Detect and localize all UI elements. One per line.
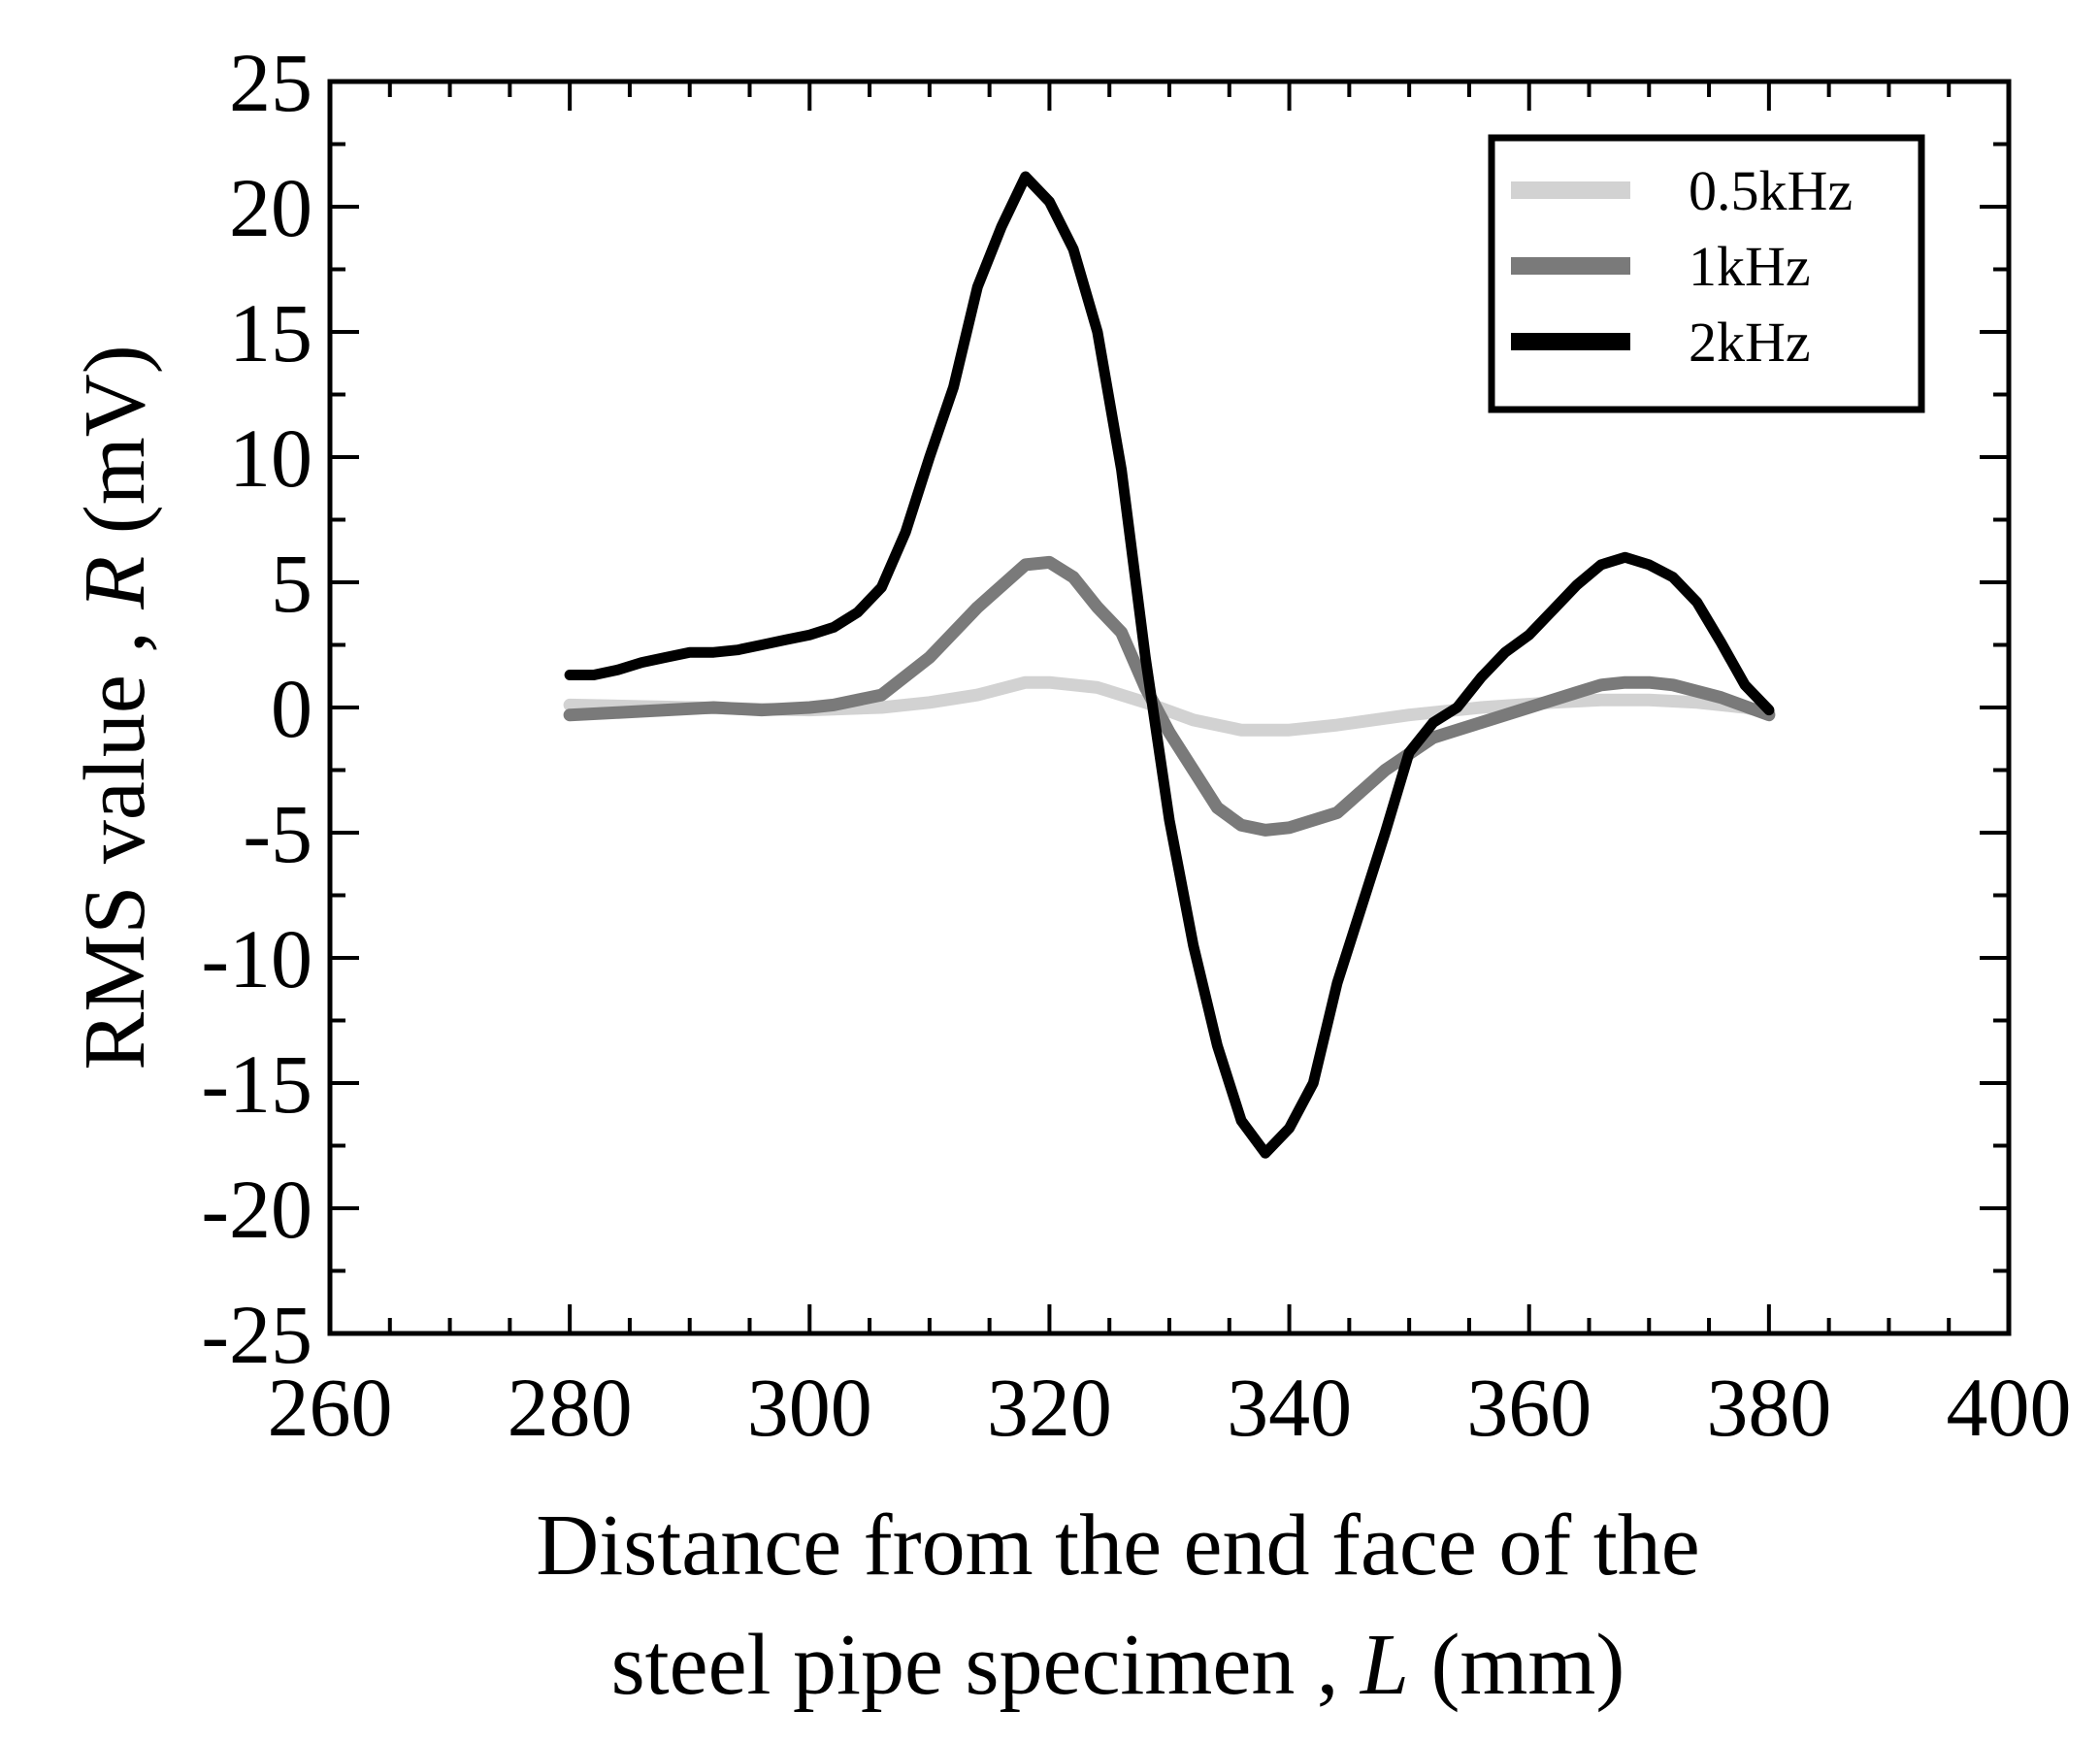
x-tick-label: 380	[1706, 1361, 1831, 1454]
x-tick-label: 300	[747, 1361, 872, 1454]
legend-label: 1kHz	[1689, 235, 1811, 298]
x-tick-label: 320	[987, 1361, 1112, 1454]
y-tick-label: -15	[201, 1037, 312, 1131]
y-tick-label: 10	[229, 411, 312, 505]
y-tick-label: -5	[243, 787, 312, 880]
series-line-2	[563, 555, 1776, 837]
ticks-layer: 260 280 300 320 340 360 380 400 -25 -20 -15 -10 -5 0 5…	[201, 36, 2071, 1454]
y-tick-label: -20	[201, 1163, 312, 1256]
x-tick-label: 400	[1947, 1361, 2072, 1454]
x-tick-label: 280	[508, 1361, 633, 1454]
series-layer	[563, 171, 1776, 1159]
series-line-1	[563, 675, 1776, 737]
y-tick-label: 15	[229, 286, 312, 379]
legend-label: 2kHz	[1689, 311, 1811, 374]
y-tick-label: 20	[229, 161, 312, 254]
x-axis-title-line1: Distance from the end face of the	[536, 1497, 1699, 1594]
y-tick-label: 25	[229, 36, 312, 129]
y-axis-title: RMS value , R (mV)	[67, 345, 163, 1069]
y-tick-label: -10	[201, 912, 312, 1005]
x-tick-label: 260	[268, 1361, 393, 1454]
legend: 0.5kHz 1kHz 2kHz	[1488, 134, 1925, 413]
x-tick-label: 360	[1466, 1361, 1591, 1454]
y-tick-label: 5	[271, 537, 312, 630]
y-tick-label: 0	[271, 662, 312, 755]
x-tick-label: 340	[1227, 1361, 1352, 1454]
y-tick-label: -25	[201, 1288, 312, 1381]
x-axis-title-line2: steel pipe specimen , L (mm)	[611, 1617, 1625, 1713]
series-line-3	[564, 171, 1775, 1159]
legend-label: 0.5kHz	[1689, 159, 1853, 222]
